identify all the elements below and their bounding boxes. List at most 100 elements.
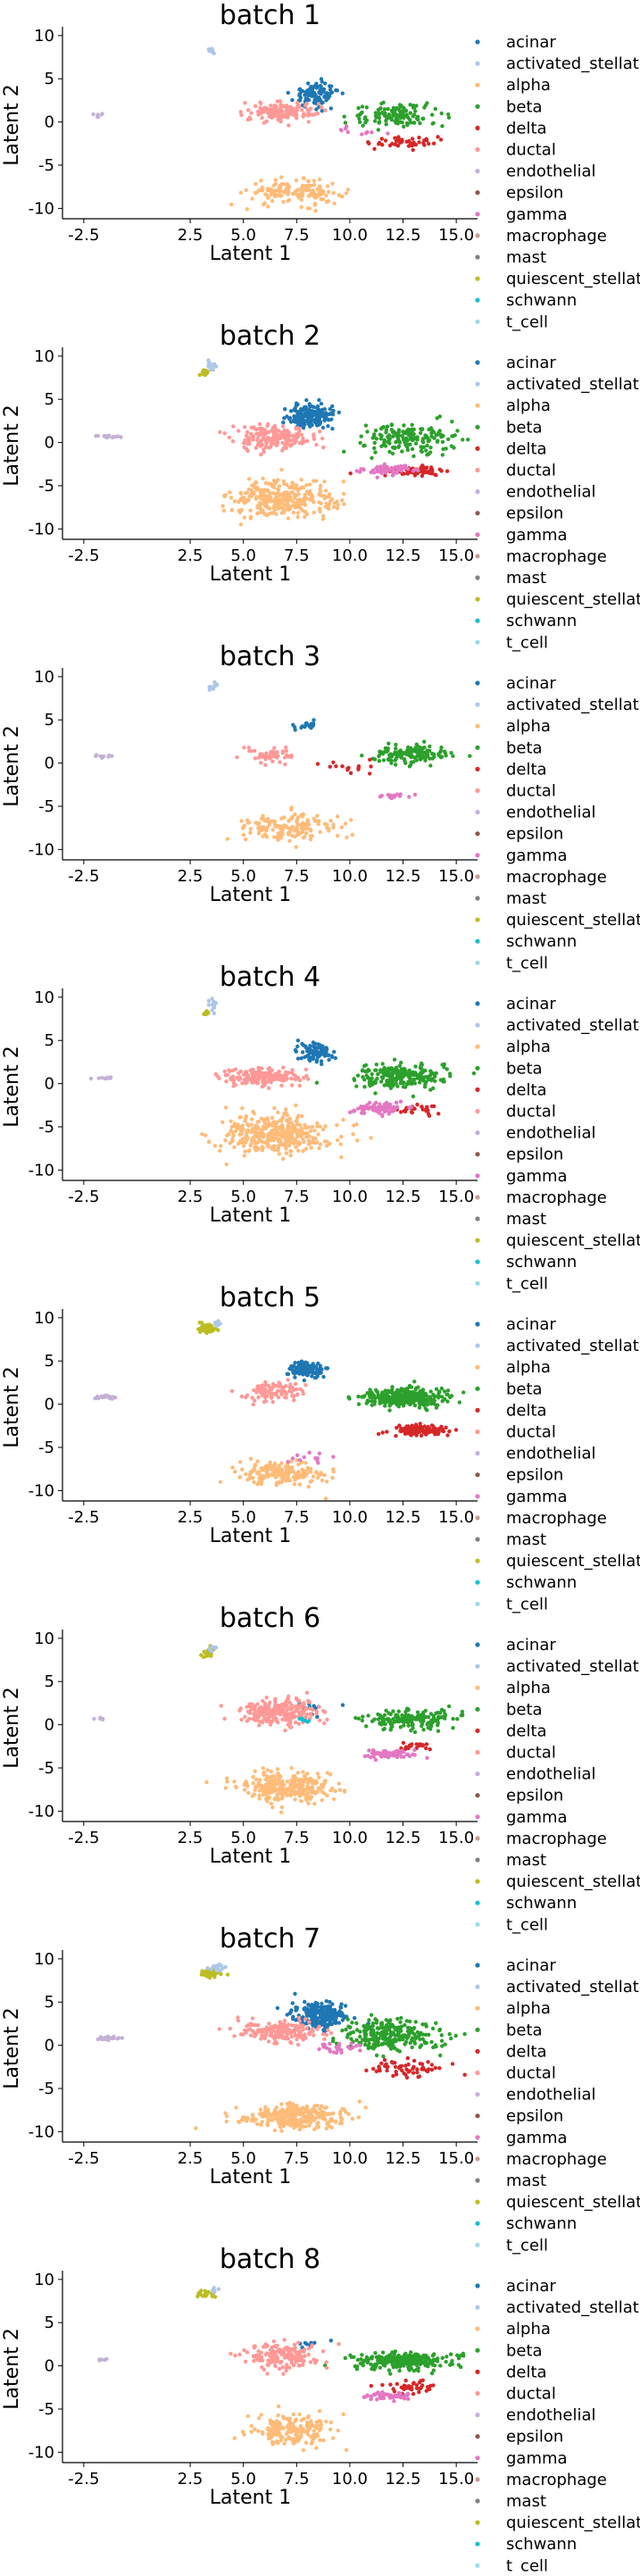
data-point-alpha (311, 1125, 314, 1129)
data-point-alpha (311, 1781, 314, 1785)
data-point-alpha (278, 1480, 281, 1484)
data-point-delta (436, 1430, 440, 1434)
data-point-alpha (233, 1470, 237, 1473)
data-point-alpha (266, 204, 270, 208)
data-point-ductal (259, 453, 262, 456)
legend-label: ductal (506, 462, 556, 480)
data-point-beta (377, 1717, 380, 1721)
legend-marker-acinar (475, 680, 479, 685)
data-point-beta (408, 1385, 411, 1388)
data-point-alpha (325, 1139, 328, 1143)
data-point-acinar (330, 1055, 334, 1058)
data-point-alpha (332, 505, 336, 509)
data-point-ductal (270, 1069, 274, 1072)
data-point-delta (427, 142, 430, 146)
data-point-gamma (360, 132, 363, 136)
data-point-beta (362, 444, 366, 447)
data-point-ductal (284, 1071, 287, 1074)
data-point-delta (413, 1431, 417, 1435)
data-point-beta (387, 1390, 391, 1394)
data-point-acinar (312, 91, 316, 95)
data-point-beta (422, 755, 426, 759)
data-point-beta (378, 121, 381, 124)
data-point-alpha (295, 845, 298, 848)
data-point-alpha (278, 183, 282, 187)
data-point-delta (447, 1430, 451, 1433)
legend-label: delta (506, 119, 547, 138)
data-point-delta (439, 138, 443, 141)
x-tick-label: 2.5 (178, 1188, 204, 1206)
data-point-alpha (260, 1478, 263, 1481)
data-point-ductal (245, 434, 248, 438)
data-point-alpha (262, 1766, 265, 1770)
legend-marker-schwann (475, 939, 479, 944)
data-point-alpha (312, 1129, 316, 1132)
data-point-ductal (237, 429, 240, 432)
data-point-beta (347, 1396, 351, 1400)
data-point-alpha (345, 836, 348, 839)
data-point-ductal (257, 1715, 261, 1719)
data-point-alpha (255, 1459, 259, 1463)
data-point-ductal (260, 1393, 263, 1396)
data-point-beta (406, 1073, 410, 1077)
data-point-alpha (260, 1117, 263, 1121)
data-point-acinar (298, 94, 302, 97)
data-point-alpha (271, 511, 275, 514)
chart-title: batch 4 (220, 962, 320, 993)
legend-label: ductal (506, 1103, 556, 1121)
x-tick-label: 2.5 (178, 1508, 204, 1527)
data-point-acinar (320, 1063, 323, 1066)
data-point-ductal (317, 102, 320, 105)
data-point-beta (396, 754, 400, 758)
data-point-ductal (249, 111, 253, 114)
data-point-alpha (276, 1767, 279, 1771)
legend-marker-gamma (475, 1494, 479, 1498)
data-point-alpha (320, 190, 323, 194)
data-point-ductal (246, 1078, 250, 1081)
data-point-alpha (224, 1105, 228, 1109)
data-point-beta (395, 1715, 399, 1719)
data-point-alpha (276, 1111, 279, 1114)
data-point-acinar (315, 416, 319, 420)
data-point-beta (397, 107, 401, 111)
data-point-ductal (254, 756, 257, 760)
x-tick-label: 7.5 (284, 226, 310, 245)
data-point-alpha (299, 813, 303, 817)
x-tick-label: 12.5 (385, 1508, 420, 1527)
data-point-beta (433, 1719, 436, 1722)
data-point-beta (381, 1062, 385, 1065)
data-point-beta (428, 745, 431, 748)
data-point-alpha (336, 1138, 339, 1142)
data-point-gamma (374, 1758, 378, 1762)
data-point-ductal (228, 436, 231, 439)
legend-label: mast (506, 889, 546, 908)
data-point-ductal (231, 424, 235, 428)
points-layer (94, 358, 470, 526)
data-point-alpha (316, 1476, 320, 1480)
data-point-alpha (312, 500, 315, 504)
data-point-gamma (391, 1108, 395, 1112)
data-point-acinar (313, 100, 317, 104)
data-point-beta (394, 743, 397, 746)
data-point-beta (403, 757, 406, 761)
legend-marker-schwann (475, 298, 479, 303)
data-point-endothelial (92, 1717, 96, 1721)
data-point-beta (394, 746, 397, 750)
data-point-alpha (309, 1777, 312, 1780)
data-point-beta (393, 1058, 396, 1062)
data-point-acinar (311, 413, 314, 417)
data-point-gamma (362, 468, 365, 471)
data-point-beta (401, 111, 404, 114)
data-point-alpha (249, 827, 253, 830)
data-point-alpha (238, 1460, 242, 1463)
data-point-acinar (327, 413, 330, 416)
data-point-alpha (298, 1482, 302, 1486)
data-point-gamma (406, 1753, 410, 1756)
data-point-ductal (262, 110, 265, 113)
data-point-alpha (272, 506, 276, 510)
data-point-beta (392, 1082, 395, 1086)
legend-label: delta (506, 760, 547, 779)
data-point-alpha (317, 1787, 320, 1790)
data-point-beta (411, 114, 415, 118)
data-point-alpha (254, 182, 257, 186)
